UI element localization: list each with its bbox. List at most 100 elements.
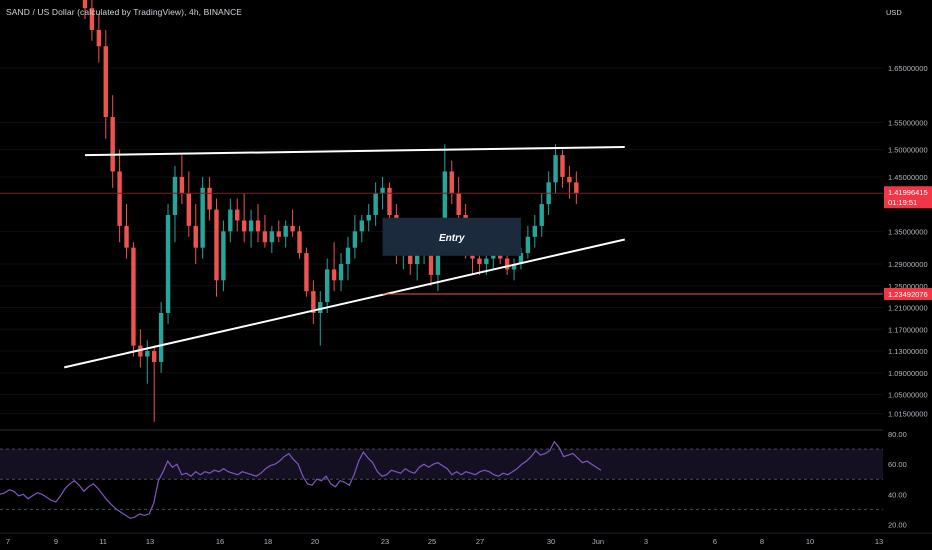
candle-body: [484, 258, 489, 264]
candle-7: [131, 242, 136, 357]
badge-price-label: 1.23492076: [888, 290, 928, 299]
candle-body: [414, 253, 420, 264]
time-tick-label: 20: [311, 537, 319, 546]
candle-body: [442, 171, 448, 232]
candle-8: [138, 329, 143, 368]
time-tick-label: 27: [476, 537, 484, 546]
candle-34: [318, 291, 323, 346]
price-tick-label: 1.25000000: [888, 282, 928, 291]
candle-body: [532, 225, 537, 237]
candle-5: [117, 149, 122, 243]
candle-body: [145, 351, 150, 357]
candle-body: [152, 351, 157, 362]
candle-body: [103, 46, 108, 118]
candle-23: [241, 193, 247, 243]
candle-3: [103, 29, 108, 139]
candle-25: [255, 204, 261, 243]
time-tick-label: 6: [713, 537, 717, 546]
candle-body: [525, 236, 531, 254]
candle-body: [331, 269, 337, 281]
candle-body: [539, 204, 544, 226]
time-axis[interactable]: 7 9 11 13 16 18 20 23 25 27 30 Jun 3 6 8 10 13: [0, 532, 932, 546]
candle-37: [338, 253, 344, 292]
symbol-header: SAND / US Dollar (calculated by TradingV…: [6, 7, 243, 17]
candle-65: [532, 215, 537, 248]
time-tick-label: 10: [806, 537, 814, 546]
candle-body: [276, 231, 281, 237]
candle-body: [373, 193, 378, 215]
candle-body: [338, 263, 344, 281]
candle-body: [567, 176, 572, 183]
candle-body: [560, 155, 565, 177]
time-tick-label: 25: [428, 537, 436, 546]
candle-body: [325, 269, 330, 303]
candle-body: [380, 187, 385, 194]
candle-19: [214, 198, 219, 297]
price-tick-label: 1.35000000: [888, 227, 928, 236]
rsi-tick-label: 60.00: [888, 460, 907, 469]
entry-label: Entry: [439, 233, 465, 244]
candle-62: [511, 258, 517, 281]
rsi-axis[interactable]: 80.00 60.00 40.00 20.00: [888, 430, 907, 529]
candle-2: [96, 13, 102, 63]
candle-41: [366, 204, 371, 232]
drawing-annotations: Entry: [0, 145, 883, 369]
candle-body: [345, 247, 351, 264]
candle-body: [504, 258, 510, 270]
candle-body: [366, 215, 371, 221]
candle-71: [574, 171, 579, 205]
candle-body: [456, 193, 461, 215]
rsi-band: [0, 449, 883, 480]
badge-bg: [884, 186, 932, 209]
currency-label: USD: [886, 8, 902, 17]
entry-box: [382, 217, 521, 256]
candle-body: [193, 225, 198, 248]
price-tick-label: 1.45000000: [888, 173, 928, 182]
candle-body: [248, 220, 254, 232]
time-tick-label: 9: [54, 537, 58, 546]
price-tick-label: 1.21000000: [888, 304, 928, 313]
price-tick-label: 1.13000000: [888, 347, 928, 356]
candle-body: [131, 247, 136, 346]
candle-body: [186, 193, 191, 226]
candle-69: [560, 149, 565, 188]
price-tick-label: 1.09000000: [888, 369, 928, 378]
candle-body: [228, 209, 233, 232]
candle-0: [82, 0, 88, 20]
candle-body: [283, 225, 288, 237]
candle-30: [290, 209, 295, 237]
candle-body: [214, 209, 219, 281]
candle-body: [200, 187, 205, 248]
candle-body: [138, 345, 143, 357]
price-tick-label: 1.55000000: [888, 118, 928, 127]
candle-body: [241, 220, 247, 232]
candle-body: [96, 29, 102, 47]
time-tick-label: 11: [99, 537, 107, 546]
candle-body: [158, 312, 164, 362]
candle-body: [511, 263, 517, 270]
candle-68: [553, 144, 558, 194]
price-axis[interactable]: 1.65000000 1.55000000 1.50000000 1.45000000…: [888, 64, 928, 419]
candle-36: [331, 242, 337, 292]
candle-21: [228, 198, 233, 243]
candle-body: [297, 231, 302, 254]
price-tick-label: 1.65000000: [888, 64, 928, 73]
time-tick-label: 30: [547, 537, 555, 546]
candle-body: [165, 215, 171, 313]
candle-body: [124, 225, 129, 248]
price-tick-label: 1.01500000: [888, 410, 928, 419]
candle-26: [262, 215, 268, 248]
candle-27: [269, 225, 275, 254]
price-tick-label: 1.29000000: [888, 260, 928, 269]
candle-body: [235, 209, 240, 221]
candle-28: [276, 220, 281, 243]
badge-price-label: 1.41996415: [888, 188, 928, 197]
time-tick-label: 18: [264, 537, 272, 546]
candle-15: [186, 171, 191, 237]
candle-body: [428, 242, 434, 275]
candle-53: [449, 160, 454, 205]
candle-body: [82, 0, 88, 9]
candle-body: [318, 302, 323, 313]
